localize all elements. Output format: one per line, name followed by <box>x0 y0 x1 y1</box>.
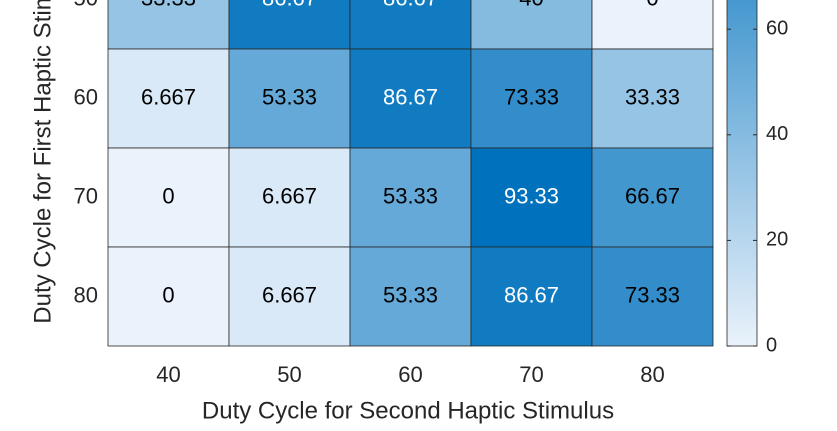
cell-label: 66.67 <box>625 183 680 208</box>
y-tick-label: 50 <box>74 0 98 10</box>
y-axis-label: Duty Cycle for First Haptic Stimulus <box>29 0 56 324</box>
cell-label: 40 <box>519 0 543 10</box>
cell-label: 0 <box>646 0 658 10</box>
heatmap-cell <box>228 0 351 50</box>
cell-label: 6.667 <box>262 183 317 208</box>
heatmap-cell <box>107 48 230 149</box>
cell-label: 0 <box>162 282 174 307</box>
cell-label: 86.67 <box>383 0 438 10</box>
x-axis-label: Duty Cycle for Second Haptic Stimulus <box>202 397 614 424</box>
cell-label: 86.67 <box>262 0 317 10</box>
cell-label: 93.33 <box>504 183 559 208</box>
cell-label: 33.33 <box>625 84 680 109</box>
x-tick-label: 40 <box>156 362 180 387</box>
cell-label: 33.33 <box>141 0 196 10</box>
cell-label: 53.33 <box>383 282 438 307</box>
colorbar <box>726 0 758 347</box>
cell-label: 86.67 <box>383 84 438 109</box>
y-tick-label: 60 <box>74 84 98 109</box>
x-tick-label: 50 <box>277 362 301 387</box>
heatmap-cell <box>107 246 230 347</box>
cell-label: 73.33 <box>625 282 680 307</box>
cell-label: 73.33 <box>504 84 559 109</box>
heatmap-cell <box>349 246 472 347</box>
heatmap-cell <box>591 147 714 248</box>
y-tick-label: 80 <box>74 282 98 307</box>
cell-label: 86.67 <box>504 282 559 307</box>
heatmap-cell <box>470 147 593 248</box>
heatmap-cell <box>591 48 714 149</box>
colorbar-tick-label: 40 <box>766 123 788 145</box>
colorbar-tick-label: 0 <box>766 334 777 356</box>
heatmap-cell <box>591 246 714 347</box>
heatmap-cell <box>470 246 593 347</box>
colorbar-tick-label: 60 <box>766 17 788 39</box>
cell-label: 6.667 <box>262 282 317 307</box>
colorbar-tick-label: 20 <box>766 229 788 251</box>
x-tick-label: 70 <box>519 362 543 387</box>
cell-label: 0 <box>162 183 174 208</box>
x-tick-label: 60 <box>398 362 422 387</box>
x-tick-label: 80 <box>640 362 664 387</box>
cell-label: 53.33 <box>262 84 317 109</box>
y-tick-label: 70 <box>74 183 98 208</box>
cell-label: 6.667 <box>141 84 196 109</box>
heatmap-cell <box>470 48 593 149</box>
heatmap-cell <box>228 246 351 347</box>
heatmap-cell <box>107 147 230 248</box>
cell-label: 53.33 <box>383 183 438 208</box>
